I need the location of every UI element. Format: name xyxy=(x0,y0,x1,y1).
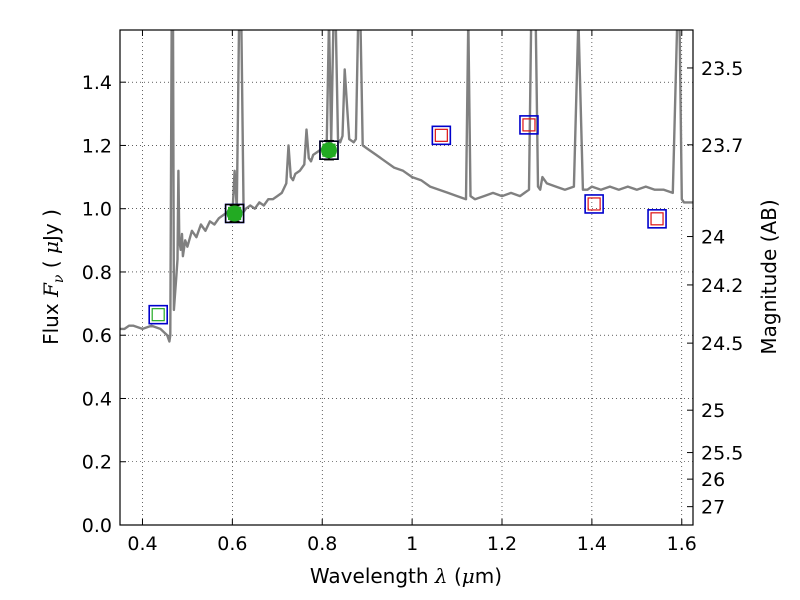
y-tick-label: 0.8 xyxy=(82,262,112,284)
x-tick-label: 1.2 xyxy=(487,533,517,555)
grid xyxy=(120,30,693,526)
observed-photometry-point xyxy=(226,205,243,222)
x-tick-label: 0.8 xyxy=(307,533,337,555)
y-tick-label: 1.2 xyxy=(82,135,112,157)
plot-background xyxy=(120,30,693,525)
y-tick-label: 1.0 xyxy=(82,199,112,221)
ir-photometry-marker xyxy=(434,128,448,142)
magnitude-axis-ticks: 23.5 23.7 24 24.2 24.5 25 25.5 26 27 xyxy=(687,58,743,519)
magnitude-tick-label: 24.2 xyxy=(701,275,743,297)
model-photometry-box xyxy=(148,304,168,325)
y-tick-label: 0.0 xyxy=(82,515,112,537)
optical-model-marker xyxy=(151,308,165,322)
magnitude-tick-label: 27 xyxy=(701,497,725,519)
y-tick-label: 1.4 xyxy=(82,72,112,94)
y-tick-label: 0.6 xyxy=(82,325,112,347)
model-photometry-box xyxy=(431,125,452,146)
ir-photometry-marker xyxy=(587,197,601,211)
model-photometry-box xyxy=(519,115,539,135)
y-tick-label: 0.2 xyxy=(82,452,112,474)
x-tick-label: 0.4 xyxy=(127,533,157,555)
x-tick-label: 1.4 xyxy=(577,533,607,555)
plot-frame xyxy=(119,29,694,526)
magnitude-tick-label: 23.5 xyxy=(701,58,743,80)
y-axis-label: Flux Fν ( μJy ) xyxy=(39,209,67,345)
observed-photometry-box xyxy=(319,140,339,160)
magnitude-tick-label: 26 xyxy=(701,469,725,491)
ir-photometry-marker xyxy=(650,212,664,226)
magnitude-tick-label: 25.5 xyxy=(701,443,743,465)
x-tick-label: 1.6 xyxy=(667,533,697,555)
magnitude-tick-label: 23.7 xyxy=(701,135,743,157)
template-spectrum-line xyxy=(120,30,693,343)
y-axis-ticks: 0.0 0.2 0.4 0.6 0.8 1.0 1.2 1.4 xyxy=(82,72,126,537)
model-photometry-box xyxy=(647,209,667,229)
photometry-layer xyxy=(148,115,667,325)
x-axis-ticks: 0.4 0.6 0.8 1 1.2 1.4 1.6 xyxy=(127,30,697,555)
magnitude-tick-label: 25 xyxy=(701,400,725,422)
ir-photometry-marker xyxy=(522,118,536,132)
magnitude-tick-label: 24 xyxy=(701,227,725,249)
magnitude-tick-label: 24.5 xyxy=(701,333,743,355)
observed-photometry-box xyxy=(224,203,245,224)
x-axis-label: Wavelength λ (μm) xyxy=(310,564,502,588)
x-tick-label: 0.6 xyxy=(217,533,247,555)
magnitude-axis-label: Magnitude (AB) xyxy=(757,199,781,354)
x-tick-label: 1 xyxy=(406,533,418,555)
y-tick-label: 0.4 xyxy=(82,388,112,410)
observed-photometry-point xyxy=(320,142,337,159)
template-spectrum-layer xyxy=(120,30,693,343)
model-photometry-box xyxy=(584,194,604,214)
